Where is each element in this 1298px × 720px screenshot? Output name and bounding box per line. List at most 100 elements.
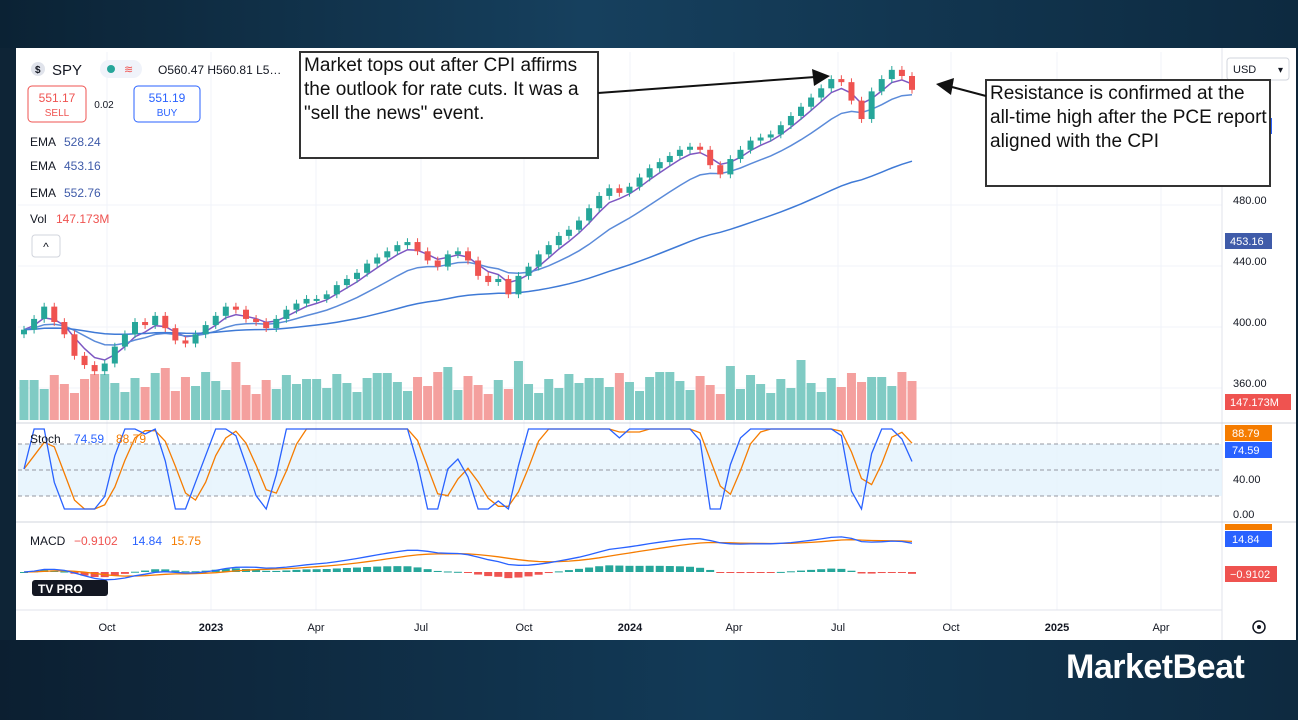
- candle-body: [565, 229, 572, 236]
- bottom-background: [0, 640, 1298, 720]
- volume-bar: [160, 368, 170, 420]
- stoch-lines: [23, 428, 913, 511]
- candle-body: [505, 278, 512, 295]
- candle-body: [646, 168, 653, 178]
- candle-body: [51, 306, 58, 322]
- candle-body: [707, 149, 714, 166]
- candle-body: [818, 88, 825, 98]
- candle-body: [243, 309, 249, 319]
- macd-histogram-bar: [696, 567, 705, 572]
- macd-histogram-bar: [817, 569, 826, 572]
- candle-body: [414, 242, 421, 252]
- macd-line: [23, 536, 913, 581]
- candles: [21, 66, 915, 376]
- macd-histogram-bar: [716, 572, 725, 573]
- macd-histogram-bar: [675, 566, 684, 572]
- candle-body: [848, 82, 855, 101]
- candle-body: [283, 309, 290, 319]
- macd-histogram-bar: [252, 569, 261, 572]
- svg-text:BUY: BUY: [157, 108, 178, 119]
- ema-label-3: EMA: [30, 186, 56, 200]
- candle-body: [132, 322, 138, 335]
- candle-body: [808, 97, 815, 107]
- sell-button[interactable]: [27, 85, 87, 123]
- annotation-box: [985, 79, 1271, 187]
- macd-histogram-bar: [191, 571, 200, 573]
- macd-histogram-bar: [736, 572, 745, 574]
- volume-bar: [140, 387, 150, 420]
- macd-histogram-bar: [474, 572, 483, 575]
- volume-bar: [312, 379, 322, 420]
- candle-body: [121, 334, 128, 347]
- svg-text:$: $: [35, 65, 41, 76]
- candle-body: [747, 140, 754, 150]
- candle-body: [41, 306, 48, 319]
- volume-bar: [554, 388, 564, 420]
- volume-bar: [49, 375, 59, 420]
- macd-histogram-bar: [292, 569, 301, 572]
- macd-histogram-bar: [655, 565, 664, 572]
- volume-bar: [362, 378, 372, 420]
- volume-bar: [201, 372, 211, 420]
- collapse-legend-button[interactable]: [31, 234, 61, 258]
- volume-bar: [513, 361, 523, 420]
- volume-bar: [624, 382, 634, 420]
- x-tick-label: Jul: [831, 622, 845, 634]
- y-tick: 400.00: [1233, 317, 1267, 329]
- volume-bar: [503, 389, 513, 420]
- macd-histogram-bar: [272, 570, 281, 572]
- svg-text:74.59: 74.59: [1232, 445, 1260, 457]
- volume-bar: [453, 390, 463, 420]
- candle-body: [91, 365, 98, 372]
- macd-histogram-bar: [847, 570, 856, 572]
- settings-gear-icon[interactable]: [1252, 620, 1266, 634]
- candle-body: [374, 257, 381, 264]
- volume-bar: [100, 374, 110, 420]
- candle-body: [586, 208, 593, 221]
- volume-bar: [746, 375, 756, 420]
- candle-body: [333, 285, 340, 295]
- x-tick-label: Apr: [1152, 622, 1169, 634]
- x-tick-label: Oct: [515, 622, 532, 634]
- volume-bar: [241, 385, 251, 420]
- symbol-label[interactable]: SPY: [52, 62, 82, 79]
- y-tick: 360.00: [1233, 378, 1267, 390]
- candle-body: [192, 334, 199, 344]
- macd-histogram-bar: [544, 572, 553, 574]
- buy-button[interactable]: [133, 85, 201, 123]
- macd-histogram-bar: [383, 566, 392, 572]
- ema-value-2: 453.16: [64, 159, 101, 173]
- volume-bar: [897, 372, 907, 420]
- volume-bar: [443, 367, 453, 420]
- macd-histogram-bar: [706, 569, 715, 572]
- candle-body: [555, 235, 562, 246]
- macd-histogram-bar: [464, 572, 472, 573]
- macd-histogram-bar: [514, 572, 523, 578]
- candle-body: [485, 275, 492, 283]
- candle-body: [687, 146, 693, 150]
- macd-histogram-bar: [443, 571, 452, 573]
- macd-histogram-bar: [766, 572, 775, 573]
- macd-histogram-bar: [575, 568, 583, 572]
- macd-histogram-bar: [776, 571, 785, 573]
- volume-bar: [473, 385, 483, 420]
- annotation-arrow: [597, 76, 816, 94]
- macd-histogram-bar: [897, 572, 906, 573]
- volume-bar: [695, 376, 705, 420]
- volume-bar: [332, 374, 342, 420]
- candle-body: [303, 298, 310, 304]
- macd-histogram-bar: [595, 566, 604, 572]
- candle-body: [767, 134, 774, 138]
- macd-histogram-bar: [80, 572, 89, 576]
- macd: [20, 536, 916, 581]
- macd-histogram-bar: [504, 572, 513, 579]
- volume-bar: [544, 379, 554, 420]
- time-axis: Oct 2023 Apr Jul Oct 2024 Apr Jul Oct 2025 Apr: [98, 622, 1169, 634]
- macd-histogram-bar: [756, 572, 765, 573]
- candle-body: [21, 329, 27, 335]
- volume-bar: [574, 383, 584, 420]
- macd-histogram-bar: [110, 572, 119, 576]
- candle-body: [787, 115, 794, 126]
- symbol-icon: [31, 62, 45, 76]
